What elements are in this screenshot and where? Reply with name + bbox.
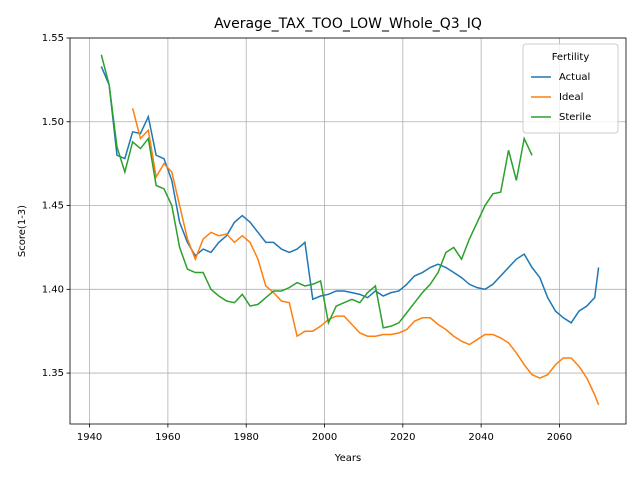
x-tick-label: 1940 [77,432,102,443]
y-tick-label: 1.35 [42,368,64,379]
x-tick-label: 2060 [547,432,572,443]
legend-box [522,43,619,134]
legend-label: Actual [559,72,590,83]
y-tick-label: 1.40 [42,284,64,295]
x-axis-label: Years [334,453,361,464]
data-line [100,66,600,324]
y-axis-label: Score(1-3) [17,205,28,257]
x-tick-label: 2020 [390,432,415,443]
y-tick-label: 1.55 [42,33,64,44]
plot-frame [69,37,627,425]
y-tick-label: 1.45 [42,201,64,212]
chart-title: Average_TAX_TOO_LOW_Whole_Q3_IQ [214,16,482,32]
x-tick-label: 2000 [312,432,337,443]
legend-title: Fertility [552,52,590,63]
data-line [131,108,600,406]
x-tick-label: 2040 [468,432,493,443]
y-tick-label: 1.50 [42,117,64,128]
x-tick-label: 1960 [155,432,180,443]
x-tick-label: 1980 [233,432,258,443]
legend-label: Sterile [559,112,591,123]
data-line [100,54,533,329]
legend-label: Ideal [559,92,583,103]
